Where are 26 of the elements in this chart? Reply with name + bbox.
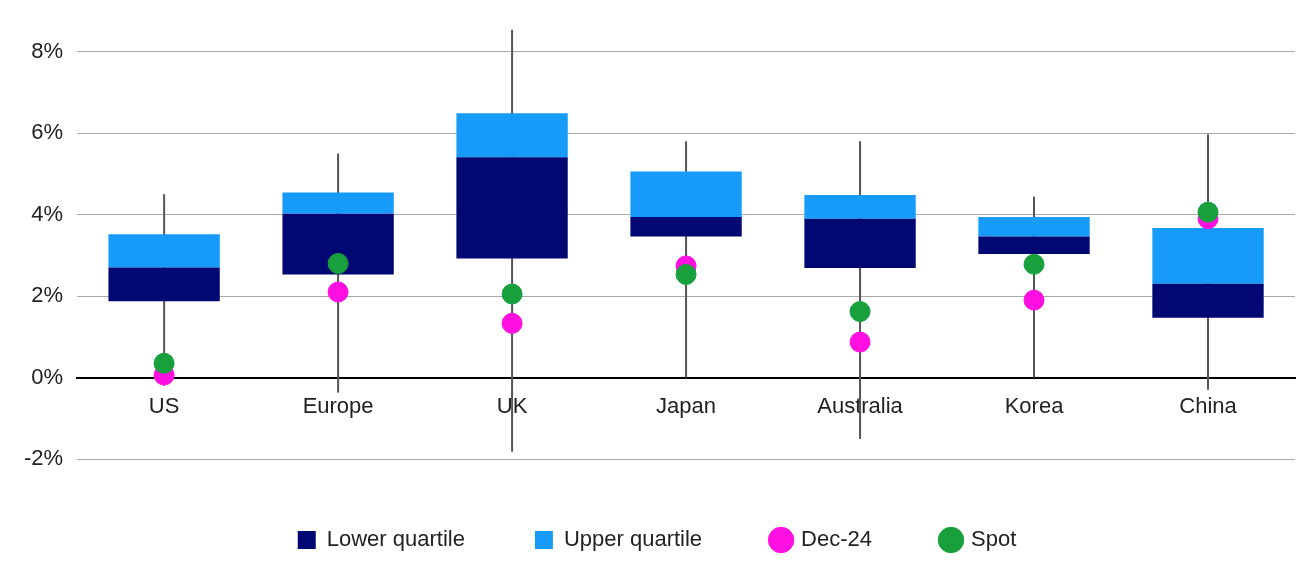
- y-tick-label: 6%: [31, 119, 64, 145]
- legend-label: Upper quartile: [563, 526, 703, 552]
- y-tick-label: 2%: [31, 282, 64, 308]
- x-tick-label: China: [1179, 392, 1238, 418]
- point: [849, 331, 871, 353]
- y-tick-label: 0%: [31, 363, 64, 389]
- x-tick-label: Europe: [302, 392, 374, 418]
- x-tick-label: Korea: [1004, 392, 1065, 418]
- y-tick-label: 4%: [31, 200, 64, 226]
- point: [1197, 201, 1219, 223]
- x-tick-label: US: [148, 392, 180, 418]
- y-tick-label: 8%: [31, 37, 64, 63]
- legend-label: Lower quartile: [326, 526, 465, 552]
- legend-label: Dec-24: [801, 526, 873, 552]
- point: [501, 283, 523, 305]
- point: [327, 281, 349, 303]
- point: [1023, 289, 1045, 311]
- point: [849, 301, 871, 323]
- point: [675, 263, 697, 285]
- point: [327, 252, 349, 274]
- point: [1023, 253, 1045, 275]
- y-tick-label: -2%: [24, 445, 64, 471]
- x-tick-label: Japan: [656, 392, 717, 418]
- point: [501, 312, 523, 334]
- point: [153, 352, 175, 374]
- legend-label: Spot: [971, 526, 1017, 552]
